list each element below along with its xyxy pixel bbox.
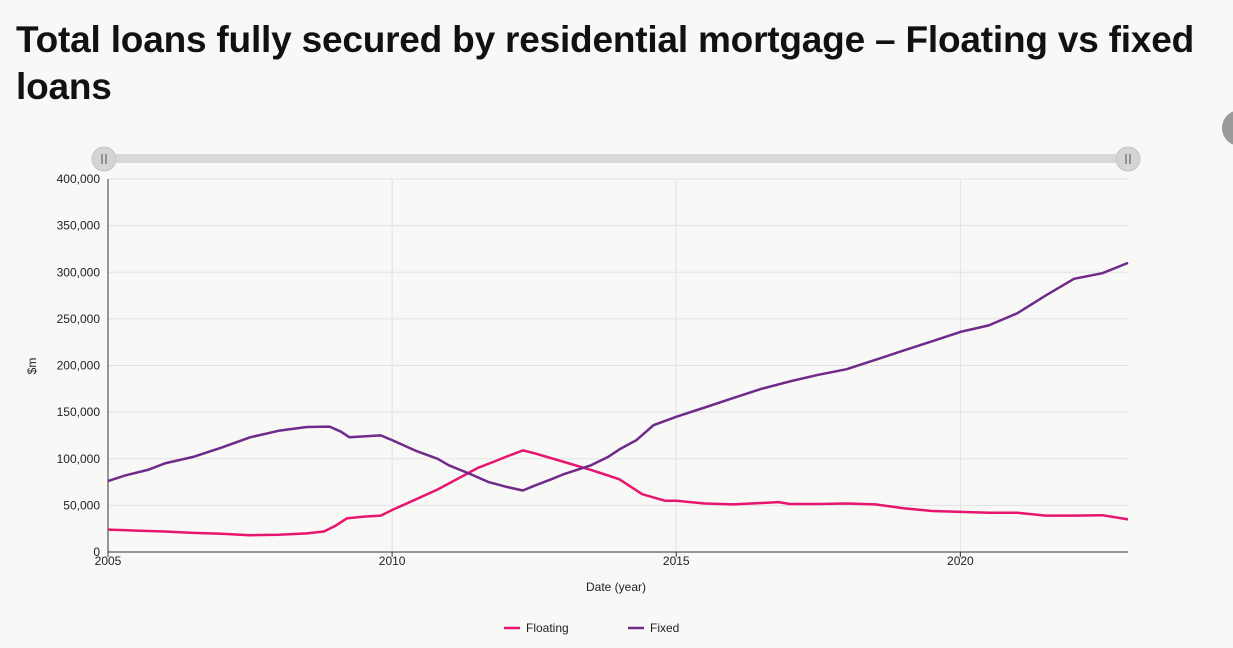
series-line-floating — [107, 449, 1129, 537]
y-tick-label: 0 — [93, 545, 100, 559]
axes: 0 50,000 100,000 150,000 200,000 250,000 300,0… — [57, 172, 1128, 568]
slider-handle-left[interactable] — [91, 146, 117, 172]
y-tick-label: 200,000 — [57, 359, 101, 373]
slider-handle-right[interactable] — [1115, 146, 1141, 172]
y-tick-label: 250,000 — [57, 312, 101, 326]
grip-icon — [1125, 154, 1131, 164]
legend-item-fixed[interactable]: Fixed — [628, 621, 679, 635]
y-tick-label: 300,000 — [57, 265, 101, 279]
y-axis-label: $m — [25, 358, 39, 375]
legend: Floating Fixed — [504, 621, 679, 635]
legend-item-floating[interactable]: Floating — [504, 621, 569, 635]
legend-label-fixed: Fixed — [650, 621, 679, 635]
x-tick-label: 2020 — [947, 554, 974, 568]
series-line-fixed — [107, 261, 1129, 492]
legend-label-floating: Floating — [526, 621, 569, 635]
grid — [107, 178, 1128, 553]
y-tick-label: 350,000 — [57, 219, 101, 233]
x-tick-label: 2010 — [379, 554, 406, 568]
grip-icon — [101, 154, 107, 164]
x-tick-label: 2015 — [663, 554, 690, 568]
x-tick-label: 2005 — [95, 554, 122, 568]
series-lines — [107, 261, 1129, 537]
range-slider[interactable] — [91, 146, 1141, 172]
side-scroll-handle[interactable] — [1222, 110, 1233, 146]
page-title: Total loans fully secured by residential… — [16, 19, 1195, 107]
slider-track[interactable] — [104, 154, 1128, 163]
y-tick-label: 150,000 — [57, 405, 101, 419]
y-tick-label: 50,000 — [63, 498, 100, 512]
y-tick-label: 100,000 — [57, 452, 101, 466]
y-tick-label: 400,000 — [57, 172, 101, 186]
x-axis-label: Date (year) — [586, 580, 646, 594]
